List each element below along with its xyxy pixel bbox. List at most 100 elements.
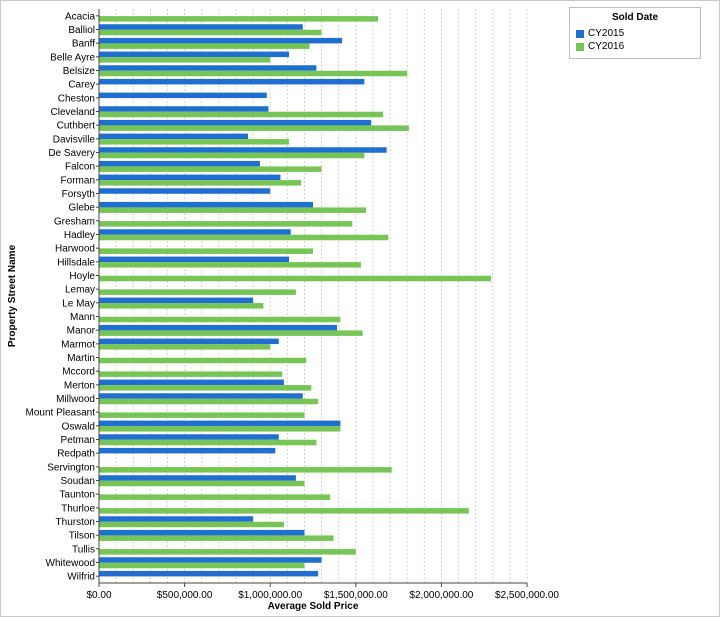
bar-davisville-cy2015[interactable] (99, 133, 248, 140)
y-tick-label-manor: Manor (67, 326, 96, 337)
bar-thurloe-cy2016[interactable] (99, 508, 469, 514)
bar-harwood-cy2016[interactable] (99, 248, 313, 254)
bar-cuthbert-cy2016[interactable] (99, 125, 409, 131)
bar-marmot-cy2015[interactable] (99, 338, 279, 345)
bar-glebe-cy2016[interactable] (99, 207, 367, 213)
bar-marmot-cy2016[interactable] (99, 344, 271, 350)
bar-hillsdale-cy2015[interactable] (99, 256, 290, 263)
bar-merton-cy2016[interactable] (99, 385, 312, 391)
bar-hadley-cy2016[interactable] (99, 234, 389, 241)
bar-servington-cy2016[interactable] (99, 467, 392, 473)
bar-thurston-cy2016[interactable] (99, 521, 284, 528)
y-tick-label-cuthbert: Cuthbert (57, 121, 96, 132)
x-tick-labels: $0.00 $500,000.00 $1,000,000.00 $1,500,000.… (86, 590, 559, 601)
bar-belle-ayre-cy2016[interactable] (99, 57, 271, 63)
bar-mann-cy2016[interactable] (99, 316, 341, 323)
y-tick-label-thurloe: Thurloe (61, 503, 95, 514)
y-tick-label-martin: Martin (67, 353, 95, 364)
y-tick-label-mann: Mann (70, 312, 95, 323)
bar-forman-cy2016[interactable] (99, 180, 302, 186)
bar-tilson-cy2016[interactable] (99, 535, 334, 541)
y-tick-label-harwood: Harwood (55, 244, 95, 255)
bar-thurston-cy2015[interactable] (99, 516, 254, 522)
y-tick-label-mount-pleasant: Mount Pleasant (26, 408, 96, 419)
bar-falcon-cy2016[interactable] (99, 166, 322, 172)
bar-belsize-cy2016[interactable] (99, 70, 408, 77)
bar-banff-cy2015[interactable] (99, 37, 343, 44)
bar-mount-pleasant-cy2016[interactable] (99, 412, 305, 418)
bar-oswald-cy2015[interactable] (99, 420, 341, 427)
y-tick-label-hadley: Hadley (64, 230, 95, 241)
x-tick-label: $2,000,000.00 (409, 590, 473, 601)
bar-de-savery-cy2015[interactable] (99, 147, 387, 153)
bar-oswald-cy2016[interactable] (99, 426, 341, 432)
bar-cleveland-cy2016[interactable] (99, 111, 384, 118)
bar-whitewood-cy2016[interactable] (99, 562, 305, 569)
bar-manor-cy2015[interactable] (99, 324, 337, 331)
bar-cheston-cy2015[interactable] (99, 92, 267, 99)
x-axis-title: Average Sold Price (268, 601, 359, 612)
bar-petman-cy2015[interactable] (99, 434, 279, 440)
y-tick-label-marmot: Marmot (61, 339, 95, 350)
bar-millwood-cy2015[interactable] (99, 393, 303, 399)
bar-glebe-cy2015[interactable] (99, 201, 313, 208)
bar-whitewood-cy2015[interactable] (99, 557, 322, 563)
y-tick-label-belle-ayre: Belle Ayre (50, 52, 95, 63)
bar-le-may-cy2015[interactable] (99, 297, 254, 304)
legend-entry-cy2016[interactable]: CY2016 (576, 40, 700, 53)
bar-banff-cy2016[interactable] (99, 43, 310, 49)
bar-balliol-cy2016[interactable] (99, 29, 322, 36)
y-tick-label-hillsdale: Hillsdale (57, 257, 95, 268)
y-tick-label-servington: Servington (47, 462, 95, 473)
y-tick-label-le-may: Le May (62, 298, 95, 309)
y-tick-label-millwood: Millwood (56, 394, 95, 405)
bar-hadley-cy2015[interactable] (99, 229, 291, 235)
bar-forman-cy2015[interactable] (99, 174, 281, 181)
x-tick-label: $500,000.00 (157, 590, 213, 601)
bar-de-savery-cy2016[interactable] (99, 152, 365, 159)
bar-hoyle-cy2016[interactable] (99, 275, 492, 282)
bar-acacia-cy2016[interactable] (99, 16, 379, 22)
bar-cuthbert-cy2015[interactable] (99, 119, 372, 126)
x-tick-label: $1,500,000.00 (324, 590, 388, 601)
y-tick-label-forman: Forman (61, 175, 95, 186)
bar-manor-cy2016[interactable] (99, 330, 363, 336)
bar-falcon-cy2015[interactable] (99, 160, 260, 167)
axes (96, 9, 528, 587)
bar-le-may-cy2016[interactable] (99, 303, 264, 309)
bar-redpath-cy2015[interactable] (99, 447, 276, 454)
bar-soudan-cy2016[interactable] (99, 480, 305, 487)
bar-lemay-cy2016[interactable] (99, 289, 296, 295)
bar-hillsdale-cy2016[interactable] (99, 262, 361, 268)
bar-belle-ayre-cy2015[interactable] (99, 51, 290, 58)
bar-gresham-cy2016[interactable] (99, 221, 353, 227)
bar-forsyth-cy2015[interactable] (99, 188, 271, 194)
bar-petman-cy2016[interactable] (99, 439, 317, 446)
bar-cleveland-cy2015[interactable] (99, 106, 269, 112)
y-tick-label-redpath: Redpath (57, 449, 95, 460)
legend-swatch-cy2016 (576, 42, 584, 51)
bar-mccord-cy2016[interactable] (99, 371, 283, 377)
bar-tullis-cy2016[interactable] (99, 549, 356, 555)
x-tick-label: $0.00 (86, 590, 111, 601)
bar-wilfrid-cy2015[interactable] (99, 570, 319, 577)
y-tick-label-tullis: Tullis (72, 544, 95, 555)
bar-balliol-cy2015[interactable] (99, 24, 303, 30)
bar-davisville-cy2016[interactable] (99, 139, 290, 145)
bar-belsize-cy2015[interactable] (99, 65, 317, 71)
y-tick-label-oswald: Oswald (62, 421, 95, 432)
legend-title: Sold Date (611, 12, 659, 23)
legend: Sold Date CY2015 CY2016 (569, 7, 701, 59)
y-tick-label-banff: Banff (72, 39, 95, 50)
bar-soudan-cy2015[interactable] (99, 475, 296, 481)
bar-taunton-cy2016[interactable] (99, 494, 331, 500)
bar-merton-cy2015[interactable] (99, 379, 284, 386)
legend-entry-cy2015[interactable]: CY2015 (576, 27, 700, 40)
bar-carey-cy2015[interactable] (99, 78, 365, 85)
bar-tilson-cy2015[interactable] (99, 529, 305, 536)
bar-martin-cy2016[interactable] (99, 357, 307, 364)
y-tick-label-mccord: Mccord (62, 367, 95, 378)
bar-millwood-cy2016[interactable] (99, 398, 319, 405)
legend-label-cy2015: CY2015 (588, 28, 625, 39)
